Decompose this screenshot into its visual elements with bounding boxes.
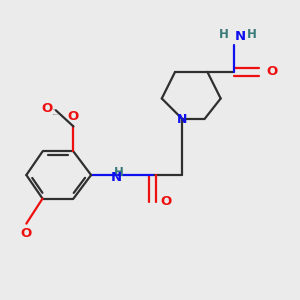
Text: H: H (219, 28, 229, 41)
Text: N: N (235, 30, 246, 43)
Text: O: O (41, 102, 52, 115)
Text: H: H (114, 166, 124, 178)
Text: methoxy: methoxy (53, 113, 59, 115)
Text: N: N (177, 112, 188, 126)
Text: O: O (68, 110, 79, 124)
Text: OCH₃: OCH₃ (53, 109, 56, 110)
Text: N: N (110, 172, 122, 184)
Text: O: O (21, 226, 32, 240)
Text: O: O (266, 65, 278, 79)
Text: H: H (247, 28, 256, 41)
Text: O: O (160, 195, 172, 208)
